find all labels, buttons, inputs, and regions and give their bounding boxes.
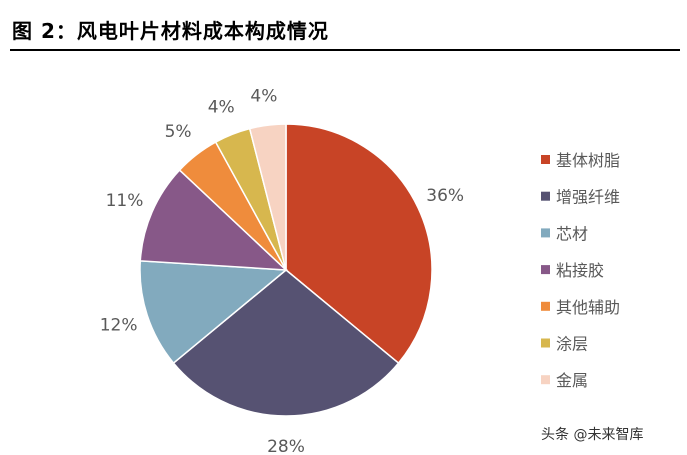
data-label: 36% [426, 186, 464, 206]
legend-label: 其他辅助 [556, 298, 620, 317]
legend-label: 芯材 [556, 224, 588, 243]
data-label: 5% [165, 122, 192, 142]
pie-slice [172, 269, 400, 417]
legend-label: 基体树脂 [556, 151, 620, 170]
data-label: 12% [100, 315, 138, 335]
legend-swatch [541, 301, 550, 311]
legend-label: 粘接胶 [556, 261, 604, 280]
figure-title: 图 2：风电叶片材料成本构成情况 [12, 19, 329, 43]
legend-swatch [541, 265, 550, 275]
pie-slice [139, 168, 289, 271]
legend-label: 涂层 [556, 335, 588, 354]
pie-slice [248, 123, 287, 271]
legend-swatch [541, 228, 550, 238]
title-divider [10, 49, 680, 51]
data-label: 4% [250, 86, 277, 106]
legend-swatch [541, 191, 550, 201]
pie-slice [139, 260, 288, 365]
watermark: 头条 @未来智库 [541, 427, 644, 443]
legend-swatch [541, 338, 550, 348]
legend-label: 金属 [556, 371, 588, 390]
data-label: 4% [208, 97, 235, 117]
legend-label: 增强纤维 [556, 188, 620, 207]
data-label: 11% [106, 191, 144, 211]
legend-swatch [541, 155, 550, 164]
data-label: 28% [267, 437, 305, 455]
pie-slice [285, 123, 433, 365]
legend-swatch [541, 375, 550, 385]
